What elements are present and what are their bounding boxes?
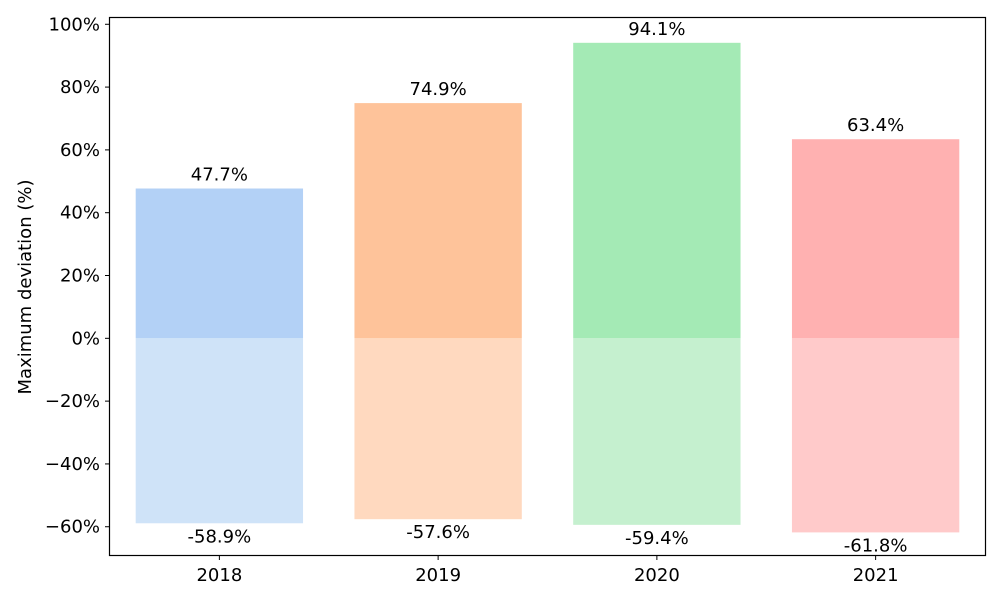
y-axis: −60% −40% −20% 0% 20% 40% 60% 80% 100% <box>45 14 110 538</box>
value-label-positive-2018: 47.7% <box>191 165 248 186</box>
value-label-negative-2021: -61.8% <box>844 535 908 556</box>
value-label-positive-2020: 94.1% <box>628 19 685 40</box>
x-tick-label-2021: 2021 <box>853 565 899 586</box>
bars-layer <box>135 42 960 533</box>
value-label-negative-2019: -57.6% <box>406 522 470 543</box>
x-tick-label-2018: 2018 <box>196 565 242 586</box>
y-tick-label--40: −40% <box>45 454 100 475</box>
bar-negative-2020 <box>573 338 741 525</box>
bar-positive-2020 <box>573 42 741 339</box>
plot-area-frame <box>108 16 987 557</box>
x-axis: 2018 2019 2020 2021 <box>196 555 899 586</box>
y-tick-label-80: 80% <box>60 77 100 98</box>
y-tick-label-100: 100% <box>49 14 100 35</box>
bar-positive-2021 <box>791 139 960 339</box>
bar-positive-2019 <box>354 103 522 339</box>
bar-negative-2019 <box>354 338 522 520</box>
value-labels-layer: 47.7% -58.9% 74.9% -57.6% 94.1% -59.4% 63.4% -6… <box>188 19 908 557</box>
y-tick-label-60: 60% <box>60 140 100 161</box>
x-tick-label-2020: 2020 <box>634 565 680 586</box>
bar-negative-2018 <box>135 338 304 524</box>
value-label-positive-2019: 74.9% <box>410 79 467 100</box>
bar-negative-2021 <box>791 338 960 533</box>
x-tick-label-2019: 2019 <box>415 565 461 586</box>
y-axis-label: Maximum deviation (%) <box>15 180 36 395</box>
y-tick-label--60: −60% <box>45 517 100 538</box>
y-tick-label-0: 0% <box>71 328 100 349</box>
bar-positive-2018 <box>135 188 304 339</box>
y-tick-label--20: −20% <box>45 391 100 412</box>
value-label-negative-2018: -58.9% <box>188 526 252 547</box>
y-tick-label-20: 20% <box>60 266 100 287</box>
value-label-positive-2021: 63.4% <box>847 115 904 136</box>
y-tick-label-40: 40% <box>60 203 100 224</box>
value-label-negative-2020: -59.4% <box>625 528 689 549</box>
